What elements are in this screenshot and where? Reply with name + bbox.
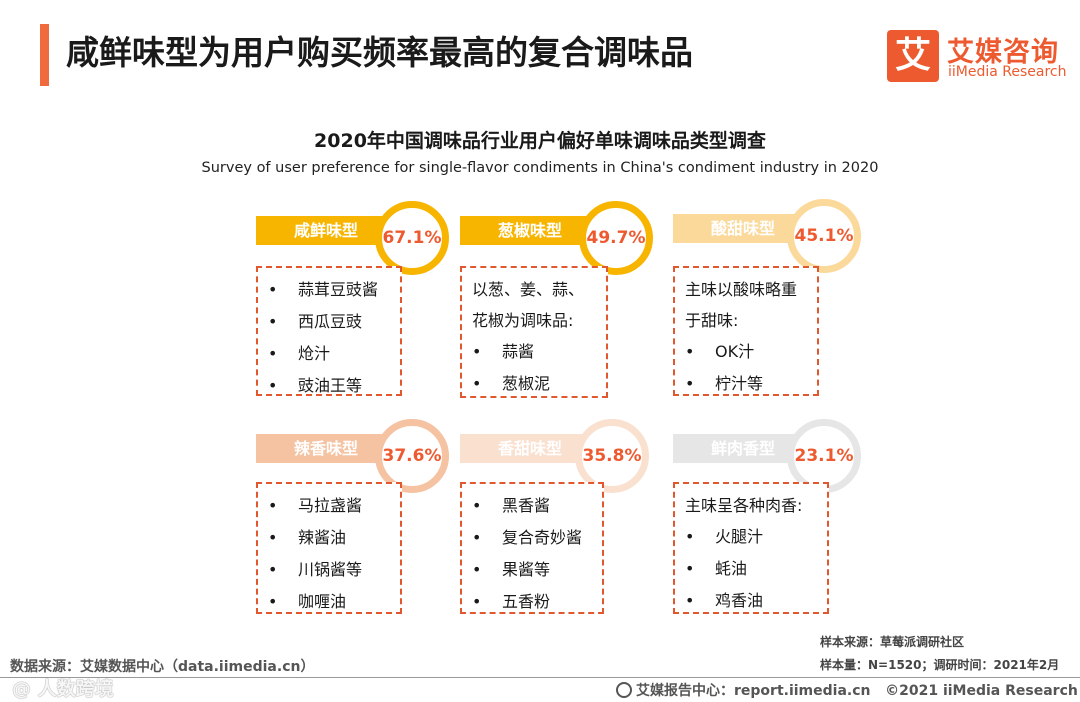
category-value-circle: 67.1% [375, 201, 449, 275]
category-examples-box: 主味呈各种肉香: • 火腿汁 • 蚝油 • 鸡香油 [673, 482, 829, 614]
page-title: 咸鲜味型为用户购买频率最高的复合调味品 [66, 33, 693, 72]
list-item-label: 柠汁等 [715, 374, 764, 393]
list-item-label: 果酱等 [502, 560, 551, 579]
title-accent-bar [40, 24, 49, 86]
iimedia-logo: 艾 艾媒咨询 iiMedia Research [887, 30, 1067, 84]
list-item: • 炝汁 [268, 338, 390, 370]
globe-icon [616, 682, 632, 698]
bullet-icon: • [685, 527, 695, 546]
list-item: • 蚝油 [685, 553, 817, 585]
list-item: • 西瓜豆豉 [268, 306, 390, 338]
copyright: ©2021 iiMedia Research Inc [885, 683, 1080, 699]
category-examples-box: 主味以酸味略重 于甜味: • OK汁 • 柠汁等 [673, 266, 819, 396]
category-name-bar: 葱椒味型 [460, 216, 600, 245]
list-item-label: OK汁 [715, 342, 755, 361]
category-name-bar: 咸鲜味型 [256, 216, 396, 245]
list-item-label: 火腿汁 [715, 527, 764, 546]
category-value-circle: 45.1% [787, 199, 861, 273]
footer-divider [0, 677, 1080, 678]
bullet-icon: • [268, 528, 278, 547]
list-item-label: 黑香酱 [502, 496, 551, 515]
list-item-label: 咖喱油 [298, 592, 347, 611]
list-item-label: 蒜茸豆豉酱 [298, 280, 379, 299]
list-item-label: 辣酱油 [298, 528, 347, 547]
list-item-label: 五香粉 [502, 592, 551, 611]
list-item: • 咖喱油 [268, 586, 390, 618]
list-item-label: 西瓜豆豉 [298, 312, 363, 331]
list-item-label: 葱椒泥 [502, 374, 551, 393]
bullet-icon: • [472, 592, 482, 611]
category-value-circle: 35.8% [575, 419, 649, 493]
bullet-icon: • [685, 342, 695, 361]
watermark: @ 人数跨境 [12, 678, 114, 700]
list-item: • 辣酱油 [268, 522, 390, 554]
list-item: • 复合奇妙酱 [472, 522, 592, 554]
bullet-icon: • [685, 559, 695, 578]
category-examples-box: 以葱、姜、蒜、 花椒为调味品: • 蒜酱 • 葱椒泥 [460, 266, 608, 398]
category-examples-box: • 蒜茸豆豉酱 • 西瓜豆豉 • 炝汁 • 豉油王等 [256, 266, 402, 396]
list-item: • 蒜茸豆豉酱 [268, 274, 390, 306]
sample-meta: 样本量：N=1520；调研时间：2021年2月 [820, 658, 1060, 672]
chart-title: 2020年中国调味品行业用户偏好单味调味品类型调查 [314, 130, 766, 152]
footer-credits: 艾媒报告中心：report.iimedia.cn ©2021 iiMedia R… [616, 680, 1080, 700]
list-item: • OK汁 [685, 336, 807, 368]
category-intro-line: 主味呈各种肉香: [685, 496, 803, 515]
bullet-icon: • [472, 374, 482, 393]
bullet-icon: • [268, 280, 278, 299]
category-name-bar: 辣香味型 [256, 434, 396, 463]
bullet-icon: • [472, 342, 482, 361]
list-item: • 豉油王等 [268, 370, 390, 402]
list-item: • 鸡香油 [685, 585, 817, 617]
bullet-icon: • [685, 374, 695, 393]
list-item-label: 蒜酱 [502, 342, 535, 361]
list-item-label: 炝汁 [298, 344, 331, 363]
category-examples-box: • 马拉盏酱 • 辣酱油 • 川锅酱等 • 咖喱油 [256, 482, 402, 614]
bullet-icon: • [268, 376, 278, 395]
list-item-label: 蚝油 [715, 559, 748, 578]
bullet-icon: • [268, 312, 278, 331]
list-item: • 川锅酱等 [268, 554, 390, 586]
list-item: • 火腿汁 [685, 521, 817, 553]
logo-name-en: iiMedia Research [948, 64, 1067, 80]
category-intro-line: 于甜味: [685, 311, 739, 330]
list-item: • 五香粉 [472, 586, 592, 618]
list-item-label: 豉油王等 [298, 376, 363, 395]
bullet-icon: • [268, 560, 278, 579]
bullet-icon: • [268, 344, 278, 363]
list-item: • 葱椒泥 [472, 368, 596, 400]
category-intro-line: 花椒为调味品: [472, 311, 574, 330]
list-item-label: 鸡香油 [715, 591, 764, 610]
report-center[interactable]: 艾媒报告中心：report.iimedia.cn [636, 683, 871, 699]
category-value-circle: 49.7% [579, 201, 653, 275]
category-intro-line: 以葱、姜、蒜、 [472, 280, 585, 299]
list-item-label: 马拉盏酱 [298, 496, 363, 515]
category-intro-line: 主味以酸味略重 [685, 280, 798, 299]
list-item: • 柠汁等 [685, 368, 807, 400]
list-item-label: 川锅酱等 [298, 560, 363, 579]
bullet-icon: • [472, 528, 482, 547]
chart-subtitle: Survey of user preference for single-fla… [201, 160, 879, 176]
logo-name-cn: 艾媒咨询 [947, 37, 1059, 68]
logo-mark: 艾 [887, 30, 939, 82]
bullet-icon: • [472, 560, 482, 579]
bullet-icon: • [472, 496, 482, 515]
list-item: • 果酱等 [472, 554, 592, 586]
list-item: • 马拉盏酱 [268, 490, 390, 522]
bullet-icon: • [685, 591, 695, 610]
list-item-label: 复合奇妙酱 [502, 528, 583, 547]
category-value-circle: 37.6% [375, 419, 449, 493]
list-item: • 黑香酱 [472, 490, 592, 522]
bullet-icon: • [268, 496, 278, 515]
category-value-circle: 23.1% [787, 419, 861, 493]
sample-source: 样本来源：草莓派调研社区 [820, 635, 965, 649]
data-source: 数据来源：艾媒数据中心（data.iimedia.cn） [10, 659, 315, 675]
bullet-icon: • [268, 592, 278, 611]
list-item: • 蒜酱 [472, 336, 596, 368]
category-examples-box: • 黑香酱 • 复合奇妙酱 • 果酱等 • 五香粉 [460, 482, 604, 614]
